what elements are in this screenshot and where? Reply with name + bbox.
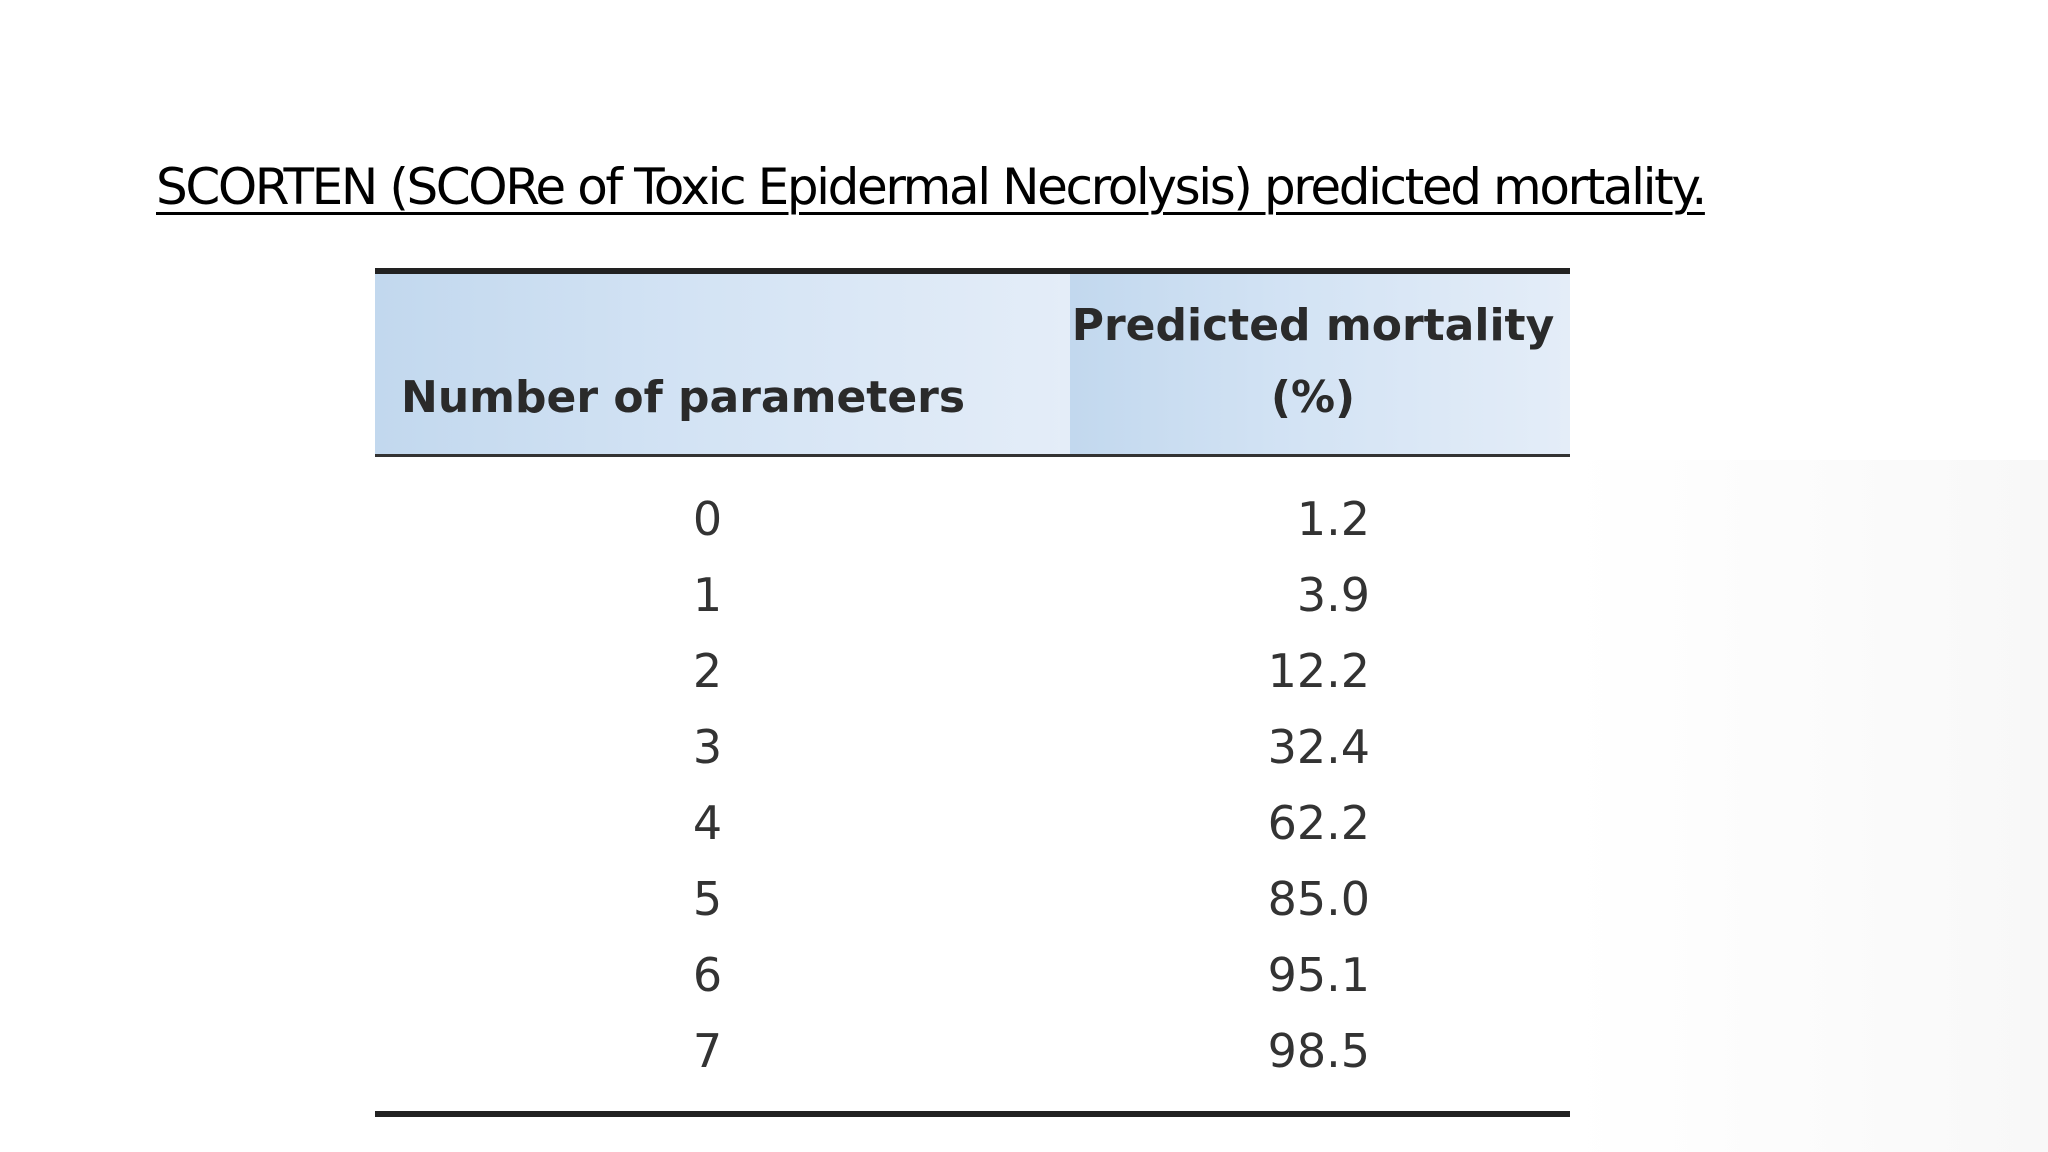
table-row: 0 1.2 <box>375 455 1570 557</box>
scorten-table: Number of parameters Predicted mortality… <box>375 268 1570 1117</box>
header-number-of-parameters: Number of parameters <box>375 271 1070 457</box>
table-row: 1 3.9 <box>375 557 1570 633</box>
cell-mortality: 3.9 <box>1296 567 1370 622</box>
slide-background-shade <box>1570 460 2048 1152</box>
header-mortality-label-line1: Predicted mortality <box>1071 299 1555 351</box>
header-mortality-label-line2: (%) <box>1270 371 1356 423</box>
table-row: 7 98.5 <box>375 1013 1570 1114</box>
cell-params: 6 <box>692 947 723 1002</box>
cell-mortality: 1.2 <box>1296 491 1370 546</box>
cell-params: 2 <box>692 643 723 698</box>
table-row: 6 95.1 <box>375 937 1570 1013</box>
cell-params: 5 <box>692 871 723 926</box>
cell-mortality: 12.2 <box>1267 643 1370 698</box>
table-body: 0 1.2 1 3.9 2 12.2 3 32.4 4 62.2 <box>375 455 1570 1114</box>
header-params-label: Number of parameters <box>401 371 966 423</box>
cell-params: 0 <box>692 491 723 546</box>
scorten-table-container: Number of parameters Predicted mortality… <box>375 268 1570 1117</box>
cell-params: 3 <box>692 719 723 774</box>
cell-mortality: 95.1 <box>1267 947 1370 1002</box>
slide-title: SCORTEN (SCORe of Toxic Epidermal Necrol… <box>156 158 1707 216</box>
cell-params: 7 <box>692 1023 723 1078</box>
table-header: Number of parameters Predicted mortality… <box>375 271 1570 457</box>
cell-mortality: 62.2 <box>1267 795 1370 850</box>
table-row: 5 85.0 <box>375 861 1570 937</box>
header-predicted-mortality: Predicted mortality (%) <box>1070 271 1570 457</box>
cell-mortality: 32.4 <box>1267 719 1370 774</box>
cell-params: 4 <box>692 795 723 850</box>
table-row: 2 12.2 <box>375 633 1570 709</box>
header-row: Number of parameters Predicted mortality… <box>375 271 1570 457</box>
table-row: 4 62.2 <box>375 785 1570 861</box>
cell-params: 1 <box>692 567 723 622</box>
table-row: 3 32.4 <box>375 709 1570 785</box>
cell-mortality: 98.5 <box>1267 1023 1370 1078</box>
cell-mortality: 85.0 <box>1267 871 1370 926</box>
